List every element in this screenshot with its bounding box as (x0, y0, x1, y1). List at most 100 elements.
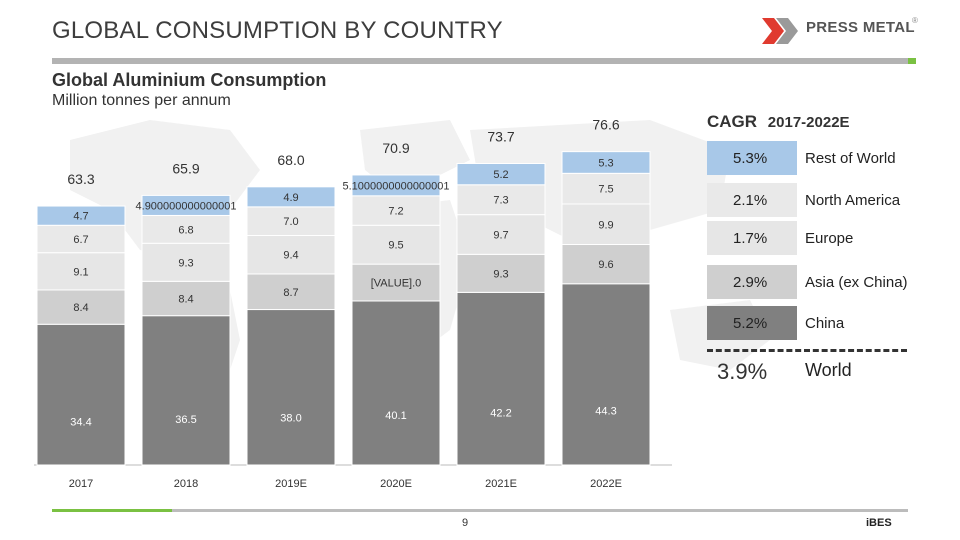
bar-segment-china-2021E (456, 291, 546, 466)
total-label-2019E: 68.0 (277, 152, 304, 168)
data-label-rest-of-world-2021E: 5.2 (493, 169, 508, 181)
bar-segment-europe-2020E (351, 224, 441, 265)
bar-segment-rest-of-world-2017 (36, 205, 126, 226)
bar-segment-asia-2017 (36, 289, 126, 325)
bar-segment-china-2017 (36, 323, 126, 466)
total-label-2022E: 76.6 (592, 117, 619, 133)
footer-rule-accent (52, 509, 172, 512)
bar-segment-europe-2017 (36, 252, 126, 291)
data-label-asia-2022E: 9.6 (598, 259, 613, 271)
bar-segment-asia-2021E (456, 253, 546, 293)
logo-text: PRESS METAL (806, 19, 915, 36)
data-label-china-2021E: 42.2 (490, 408, 511, 420)
legend-label: China (805, 315, 845, 332)
legend-title: CAGR 2017-2022E (707, 112, 850, 132)
legend-divider (707, 349, 907, 352)
data-label-europe-2020E: 9.5 (388, 240, 403, 252)
legend-label: North America (805, 192, 901, 209)
legend-swatch (707, 265, 797, 299)
x-tick-label-2018: 2018 (174, 478, 198, 490)
legend-row-3: 2.9% Asia (ex China) (707, 265, 917, 299)
legend-value: 5.3% (733, 150, 768, 167)
legend-swatch (707, 306, 797, 340)
footer-rule (172, 509, 908, 512)
data-label-north-america-2021E: 7.3 (493, 195, 508, 207)
bar-segment-europe-2022E (561, 203, 651, 245)
data-label-rest-of-world-2017: 4.7 (73, 211, 88, 223)
data-label-china-2017: 34.4 (70, 417, 91, 429)
data-label-asia-2019E: 8.7 (283, 287, 298, 299)
header-rule (52, 58, 908, 64)
legend-label: Rest of World (805, 150, 896, 167)
legend-row-0: 5.3% Rest of World (707, 141, 917, 175)
page-number: 9 (462, 517, 469, 529)
bar-segment-rest-of-world-2019E (246, 186, 336, 208)
x-tick-label-2022E: 2022E (590, 478, 622, 490)
legend-total-value: 3.9% (717, 359, 768, 384)
data-label-china-2019E: 38.0 (280, 412, 301, 424)
bar-segment-north-america-2018 (141, 214, 231, 244)
x-tick-label-2019E: 2019E (275, 478, 307, 490)
bar-segment-asia-2022E (561, 244, 651, 285)
bar-segment-china-2018 (141, 315, 231, 466)
bar-segment-rest-of-world-2022E (561, 151, 651, 174)
data-label-asia-2020E: [VALUE].0 (371, 278, 422, 290)
bar-segment-china-2022E (561, 283, 651, 466)
press-metal-logo-icon (762, 18, 798, 44)
legend-label: Europe (805, 230, 854, 247)
data-label-china-2018: 36.5 (175, 414, 196, 426)
data-label-rest-of-world-2020E: 5.1000000000000001 (342, 180, 449, 192)
header-rule-accent (908, 58, 916, 64)
bar-segment-asia-2020E (351, 263, 441, 302)
bar-segment-rest-of-world-2021E (456, 163, 546, 186)
legend-swatch (707, 141, 797, 175)
data-label-europe-2022E: 9.9 (598, 219, 613, 231)
legend-row-1: 2.1% North America (707, 183, 917, 217)
logo-registered-mark: ® (912, 16, 918, 25)
page-title: GLOBAL CONSUMPTION BY COUNTRY (52, 17, 503, 44)
bar-segment-rest-of-world-2020E (351, 174, 441, 197)
legend-value: 5.2% (733, 315, 768, 332)
data-label-asia-2018: 8.4 (178, 294, 193, 306)
bar-segment-china-2020E (351, 300, 441, 466)
chart-unit: Million tonnes per annum (52, 92, 231, 109)
footer-logo: iBES (866, 517, 892, 529)
data-label-rest-of-world-2022E: 5.3 (598, 157, 613, 169)
data-label-china-2020E: 40.1 (385, 410, 406, 422)
bar-segment-north-america-2020E (351, 195, 441, 226)
legend-value: 2.9% (733, 274, 768, 291)
bar-segment-north-america-2022E (561, 172, 651, 205)
legend-total-world: 3.9% World (707, 355, 917, 389)
bar-segment-europe-2021E (456, 214, 546, 255)
chart-subtitle: Global Aluminium Consumption (52, 70, 327, 90)
data-label-europe-2019E: 9.4 (283, 250, 298, 262)
bar-segment-north-america-2021E (456, 184, 546, 216)
bar-segment-north-america-2019E (246, 206, 336, 236)
x-tick-label-2017: 2017 (69, 478, 93, 490)
legend-value: 2.1% (733, 192, 768, 209)
data-label-china-2022E: 44.3 (595, 405, 616, 417)
legend-value: 1.7% (733, 230, 768, 247)
legend-label: Asia (ex China) (805, 274, 908, 291)
total-label-2020E: 70.9 (382, 140, 409, 156)
data-label-north-america-2020E: 7.2 (388, 206, 403, 218)
bar-segment-rest-of-world-2018 (141, 194, 231, 216)
x-tick-label-2021E: 2021E (485, 478, 517, 490)
data-label-rest-of-world-2019E: 4.9 (283, 192, 298, 204)
bar-segment-china-2019E (246, 309, 336, 466)
legend-row-2: 1.7% Europe (707, 221, 917, 255)
data-label-north-america-2017: 6.7 (73, 234, 88, 246)
data-label-asia-2017: 8.4 (73, 302, 88, 314)
legend-swatch (707, 221, 797, 255)
data-label-europe-2018: 9.3 (178, 257, 193, 269)
legend-row-4: 5.2% China (707, 306, 917, 340)
data-label-europe-2021E: 9.7 (493, 229, 508, 241)
legend-total-label: World (805, 360, 852, 380)
total-label-2017: 63.3 (67, 171, 94, 187)
data-label-north-america-2018: 6.8 (178, 224, 193, 236)
data-label-europe-2017: 9.1 (73, 266, 88, 278)
total-label-2021E: 73.7 (487, 129, 514, 145)
data-label-north-america-2019E: 7.0 (283, 216, 298, 228)
bar-segment-north-america-2017 (36, 224, 126, 254)
